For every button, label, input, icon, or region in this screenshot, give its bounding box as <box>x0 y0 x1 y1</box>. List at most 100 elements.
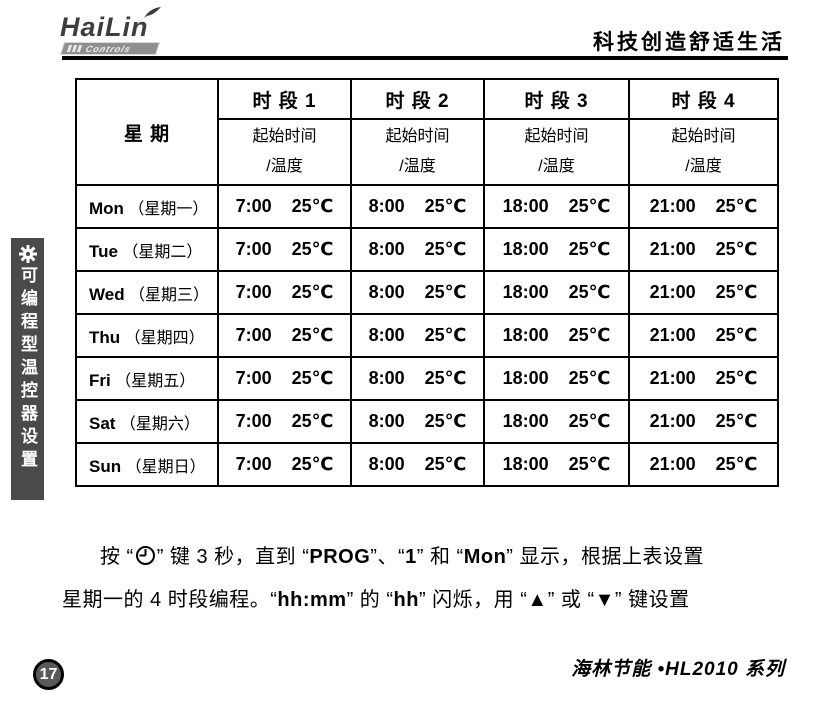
period-4-subheader: 起始时间/温度 <box>628 118 779 186</box>
period-2-subheader: 起始时间/温度 <box>350 118 485 186</box>
temperature: 25℃ <box>568 282 611 302</box>
temperature: 25℃ <box>715 239 758 259</box>
hh-keyword: hh <box>393 589 419 611</box>
temperature: 25℃ <box>715 325 758 345</box>
temperature: 25℃ <box>568 196 611 216</box>
period-2-cell: 8:00 25℃ <box>350 442 485 487</box>
day-abbr: Sun <box>89 456 122 476</box>
day-cell: Thu （星期四） <box>75 313 219 358</box>
mon-keyword: Mon <box>463 546 507 568</box>
table-row: Fri （星期五） 7:00 25℃ 8:00 25℃ 18:00 25℃ 21:00… <box>75 356 779 401</box>
start-time: 8:00 <box>368 368 405 388</box>
one-keyword: 1 <box>405 546 417 568</box>
table-row: Sat （星期六） 7:00 25℃ 8:00 25℃ 18:00 25℃ 21:00… <box>75 399 779 444</box>
start-time: 8:00 <box>368 411 405 431</box>
temperature: 25℃ <box>424 282 467 302</box>
start-time: 7:00 <box>235 282 272 302</box>
temperature: 25℃ <box>568 325 611 345</box>
period-3-cell: 18:00 25℃ <box>483 227 630 272</box>
temperature: 25℃ <box>424 411 467 431</box>
period-1-cell: 7:00 25℃ <box>217 356 352 401</box>
temperature: 25℃ <box>568 454 611 474</box>
temperature: 25℃ <box>424 368 467 388</box>
period-3-cell: 18:00 25℃ <box>483 442 630 487</box>
temperature: 25℃ <box>291 325 334 345</box>
period-1-subheader: 起始时间/温度 <box>217 118 352 186</box>
table-row: Tue （星期二） 7:00 25℃ 8:00 25℃ 18:00 25℃ 21:00… <box>75 227 779 272</box>
period-3-cell: 18:00 25℃ <box>483 270 630 315</box>
temperature: 25℃ <box>424 454 467 474</box>
temperature: 25℃ <box>424 325 467 345</box>
instruction-paragraph: 按 “” 键 3 秒，直到 “PROG”、“1” 和 “Mon” 显示，根据上表… <box>62 536 778 622</box>
start-time: 7:00 <box>235 239 272 259</box>
period-4-cell: 21:00 25℃ <box>628 184 779 229</box>
start-time: 7:00 <box>235 325 272 345</box>
day-cell: Fri （星期五） <box>75 356 219 401</box>
period-2-cell: 8:00 25℃ <box>350 313 485 358</box>
header-slogan: 科技创造舒适生活 <box>593 31 785 54</box>
day-cell: Sat （星期六） <box>75 399 219 444</box>
start-time: 21:00 <box>649 196 696 216</box>
start-time: 8:00 <box>368 196 405 216</box>
start-time: 7:00 <box>235 368 272 388</box>
temperature: 25℃ <box>424 196 467 216</box>
gear-icon <box>18 245 37 263</box>
day-cell: Wed （星期三） <box>75 270 219 315</box>
temperature: 25℃ <box>715 411 758 431</box>
day-abbr: Fri <box>89 370 111 390</box>
start-time: 21:00 <box>649 282 696 302</box>
period-3-subheader: 起始时间/温度 <box>483 118 630 186</box>
start-time: 8:00 <box>368 325 405 345</box>
day-chinese: （星期五） <box>115 372 196 390</box>
period-2-cell: 8:00 25℃ <box>350 184 485 229</box>
start-time: 18:00 <box>502 368 549 388</box>
start-time: 18:00 <box>502 411 549 431</box>
start-time: 18:00 <box>502 454 549 474</box>
temperature: 25℃ <box>568 239 611 259</box>
period-4-cell: 21:00 25℃ <box>628 313 779 358</box>
table-row: Mon （星期一） 7:00 25℃ 8:00 25℃ 18:00 25℃ 21:00… <box>75 184 779 229</box>
band-stripe <box>76 45 83 52</box>
temperature: 25℃ <box>291 196 334 216</box>
period-1-cell: 7:00 25℃ <box>217 399 352 444</box>
period-4-cell: 21:00 25℃ <box>628 270 779 315</box>
period-2-cell: 8:00 25℃ <box>350 270 485 315</box>
schedule-table: 星 期 时 段 1 时 段 2 时 段 3 时 段 4 起始时间/温度 起始时间… <box>75 78 779 487</box>
hailin-logo: HaiLin Controls <box>59 7 161 55</box>
sidebar-chapter-label: 可编程型温控器设置 <box>18 266 37 473</box>
day-chinese: （星期六） <box>119 415 200 433</box>
start-time: 7:00 <box>235 196 272 216</box>
day-chinese: （星期日） <box>125 458 206 476</box>
start-time: 21:00 <box>649 454 696 474</box>
temperature: 25℃ <box>291 282 334 302</box>
day-chinese: （星期一） <box>128 200 209 218</box>
triangle-up-icon: ▲ <box>527 589 548 611</box>
start-time: 21:00 <box>649 368 696 388</box>
start-time: 21:00 <box>649 411 696 431</box>
day-abbr: Thu <box>89 327 121 347</box>
controls-band: Controls <box>59 42 161 55</box>
day-cell: Sun （星期日） <box>75 442 219 487</box>
period-2-cell: 8:00 25℃ <box>350 399 485 444</box>
period-4-cell: 21:00 25℃ <box>628 356 779 401</box>
table-row: Sun （星期日） 7:00 25℃ 8:00 25℃ 18:00 25℃ 21:00… <box>75 442 779 487</box>
temperature: 25℃ <box>715 282 758 302</box>
header-rule <box>62 56 788 60</box>
start-time: 18:00 <box>502 196 549 216</box>
period-2-cell: 8:00 25℃ <box>350 227 485 272</box>
period-3-cell: 18:00 25℃ <box>483 184 630 229</box>
period-1-cell: 7:00 25℃ <box>217 442 352 487</box>
day-abbr: Sat <box>89 413 116 433</box>
period-1-header: 时 段 1 <box>217 78 352 120</box>
day-abbr: Tue <box>89 241 118 261</box>
day-cell: Tue （星期二） <box>75 227 219 272</box>
day-chinese: （星期二） <box>122 243 203 261</box>
day-cell: Mon （星期一） <box>75 184 219 229</box>
temperature: 25℃ <box>291 411 334 431</box>
start-time: 7:00 <box>235 454 272 474</box>
start-time: 21:00 <box>649 325 696 345</box>
footer-series-label: 海林节能 •HL2010 系列 <box>571 659 785 680</box>
temperature: 25℃ <box>291 454 334 474</box>
leaf-icon <box>144 7 161 18</box>
